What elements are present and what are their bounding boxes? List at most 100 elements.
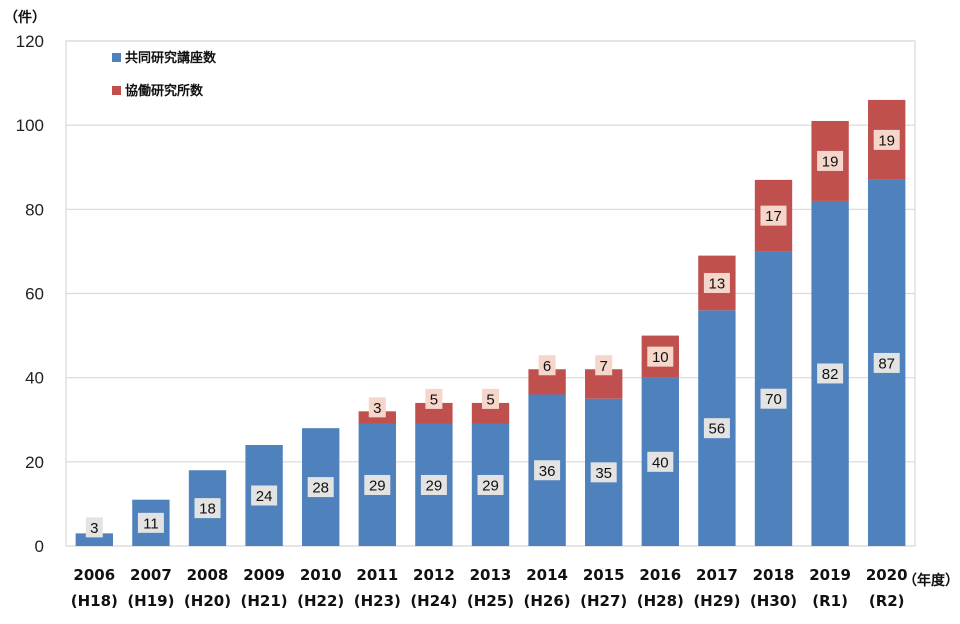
x-tick-era: (H30) [750, 592, 797, 610]
data-label: 17 [765, 208, 782, 225]
x-tick-year: 2019 [809, 566, 851, 584]
data-label-background [590, 462, 617, 483]
y-tick-label: 100 [16, 116, 44, 135]
x-tick-year: 2015 [583, 566, 625, 584]
x-tick-year: 2018 [753, 566, 795, 584]
y-axis-unit-label: （件） [4, 9, 46, 26]
data-label: 28 [312, 480, 329, 497]
data-label-background [873, 352, 900, 373]
x-tick-era: (H21) [241, 592, 288, 610]
x-tick-era: (H25) [467, 592, 514, 610]
data-label: 3 [90, 520, 98, 537]
data-label: 5 [430, 391, 438, 408]
data-label: 70 [765, 391, 782, 408]
x-tick-year: 2007 [130, 566, 172, 584]
x-axis-ticks: 2006 (H18) 2007 (H19) 2008 (H20) 2009 (H21) 2010… [71, 566, 908, 610]
x-tick-era: (H22) [297, 592, 344, 610]
data-label: 10 [652, 349, 669, 366]
x-tick-year: 2011 [356, 566, 398, 584]
data-labels: 3 11 18 24 28 29 3 29 5 29 5 36 6 35 7 40 10 56 13 70 17 82 19… [85, 129, 900, 538]
data-label-background [137, 512, 164, 533]
data-label-background [482, 388, 499, 409]
x-tick-year: 2012 [413, 566, 455, 584]
x-tick-year: 2014 [526, 566, 568, 584]
legend-label: 協働研究所数 [125, 83, 204, 99]
data-label: 87 [878, 355, 895, 372]
legend-swatch [112, 86, 121, 95]
x-tick-era: (H20) [184, 592, 231, 610]
x-tick-era: (R1) [812, 592, 848, 610]
data-label: 11 [143, 515, 159, 532]
data-label: 35 [595, 465, 612, 482]
data-label: 18 [199, 501, 216, 518]
x-tick-era: (H23) [354, 592, 401, 610]
data-label-background [368, 397, 386, 418]
data-label-background [425, 388, 443, 409]
data-label: 3 [373, 400, 381, 417]
x-tick-year: 2006 [73, 566, 115, 584]
data-label-background [817, 363, 844, 384]
data-label-background [307, 477, 334, 498]
x-tick-year: 2016 [639, 566, 681, 584]
data-label-background [647, 346, 674, 367]
legend-swatch [112, 53, 121, 62]
x-tick-era: (H24) [410, 592, 457, 610]
x-tick-era: (H18) [71, 592, 118, 610]
y-axis-ticks: 0 20 40 60 80 100 120 [16, 32, 44, 556]
data-label: 40 [652, 454, 669, 471]
data-label: 6 [543, 358, 551, 375]
x-tick-era: (H27) [580, 592, 627, 610]
data-label-background [85, 517, 103, 538]
x-tick-year: 2008 [187, 566, 229, 584]
data-label-background [647, 451, 674, 472]
x-tick-era: (H29) [693, 592, 740, 610]
y-tick-label: 80 [25, 200, 44, 219]
data-label: 19 [878, 132, 895, 149]
x-tick-era: (H26) [524, 592, 571, 610]
data-label-background [534, 460, 561, 481]
bar-collaborative-research-lab [358, 411, 396, 424]
bar-joint-research-course [75, 533, 113, 546]
x-tick-year: 2013 [470, 566, 512, 584]
data-label-background [817, 150, 844, 171]
data-label-background [873, 129, 900, 150]
bar-collaborative-research-lab [415, 402, 453, 424]
data-label: 29 [482, 477, 499, 494]
data-label-background [477, 474, 504, 495]
y-tick-label: 120 [16, 32, 44, 51]
bar-collaborative-research-lab [471, 402, 510, 424]
data-label: 24 [256, 488, 273, 505]
x-tick-year: 2009 [243, 566, 285, 584]
y-tick-label: 20 [25, 453, 44, 472]
x-tick-year: 2017 [696, 566, 738, 584]
data-label-background [420, 474, 447, 495]
data-label-background [364, 474, 391, 495]
data-label-background [194, 498, 221, 519]
data-label: 7 [600, 358, 608, 375]
data-label-background [251, 485, 278, 506]
data-label: 19 [822, 153, 839, 170]
data-label-background [703, 272, 730, 293]
data-label: 5 [486, 391, 494, 408]
y-tick-label: 0 [35, 537, 44, 556]
data-label-background [760, 205, 787, 226]
data-label: 29 [369, 477, 386, 494]
data-label: 36 [539, 463, 556, 480]
legend-label: 共同研究講座数 [125, 50, 217, 66]
y-tick-label: 60 [25, 285, 44, 304]
x-tick-era: (R2) [869, 592, 905, 610]
x-tick-era: (H19) [127, 592, 174, 610]
x-tick-era: (H28) [637, 592, 684, 610]
data-label: 29 [426, 477, 443, 494]
data-label: 13 [709, 275, 726, 292]
x-tick-year: 2020 [866, 566, 908, 584]
data-label-background [538, 355, 556, 376]
x-tick-year: 2010 [300, 566, 342, 584]
data-label: 82 [822, 366, 839, 383]
data-label: 56 [709, 421, 726, 438]
data-label-background [760, 388, 787, 409]
data-label-background [703, 418, 730, 439]
data-label-background [595, 355, 613, 376]
